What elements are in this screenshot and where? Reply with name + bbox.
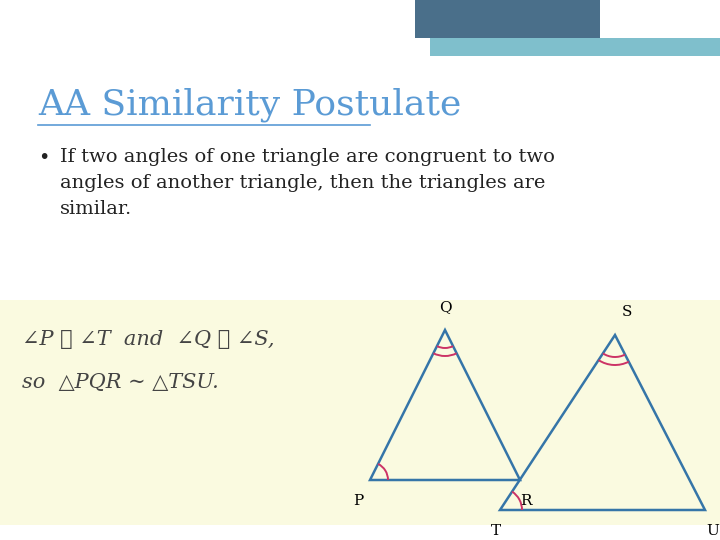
Text: ∠​P ≅ ∠​T  and  ∠​Q ≅ ∠​S,: ∠​P ≅ ∠​T and ∠​Q ≅ ∠​S,: [22, 330, 274, 349]
Text: •: •: [38, 148, 50, 167]
Text: S: S: [622, 305, 632, 319]
Text: angles of another triangle, then the triangles are: angles of another triangle, then the tri…: [60, 174, 545, 192]
Text: T: T: [491, 524, 501, 538]
Bar: [430, 38, 720, 56]
Text: P: P: [353, 494, 363, 508]
Text: R: R: [521, 494, 532, 508]
Text: Q: Q: [438, 300, 451, 314]
Bar: [0, 300, 720, 525]
Bar: [415, 0, 600, 38]
Text: U: U: [706, 524, 719, 538]
Text: If two angles of one triangle are congruent to two: If two angles of one triangle are congru…: [60, 148, 555, 166]
Text: similar.: similar.: [60, 200, 132, 218]
Text: AA Similarity Postulate: AA Similarity Postulate: [38, 88, 462, 123]
Text: so  △​PQR ∼ △​TSU.: so △​PQR ∼ △​TSU.: [22, 373, 219, 392]
